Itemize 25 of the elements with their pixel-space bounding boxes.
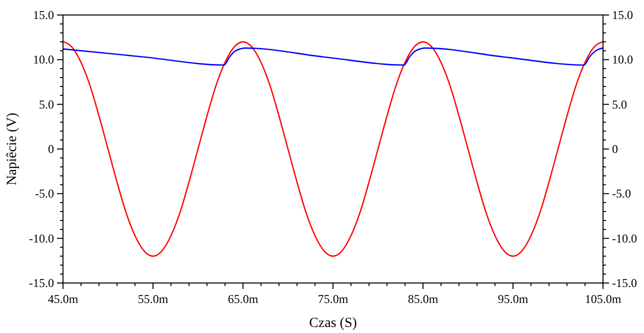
line-series: [62, 41, 604, 257]
y2-tick-label: -10.0: [612, 231, 637, 246]
y2-tick-label: -5.0: [612, 186, 631, 201]
y-tick-label: -5.0: [35, 186, 54, 201]
y-tick-label: 0: [48, 142, 54, 156]
y-axis-title: Napiêcie (V): [5, 112, 20, 186]
x-tick-label: 55.0m: [138, 292, 169, 306]
y-tick-label: 15.0: [33, 8, 54, 22]
x-tick-label: 85.0m: [408, 292, 439, 306]
y2-tick-label: -15.0: [612, 276, 637, 290]
x-axis-title: Czas (S): [309, 316, 358, 331]
y-tick-label: 10.0: [33, 52, 54, 67]
x-tick-label: 105.0m: [584, 292, 622, 306]
x-tick-label: 95.0m: [498, 292, 529, 306]
y2-tick-label: 15.0: [612, 8, 633, 22]
x-tick-label: 65.0m: [228, 292, 259, 306]
y-tick-label: -10.0: [29, 231, 54, 246]
x-tick-label: 75.0m: [318, 292, 349, 306]
line-series: [62, 47, 604, 66]
y2-tick-label: 5.0: [612, 97, 627, 112]
y2-tick-label: 0: [612, 142, 618, 156]
y2-tick-label: 10.0: [612, 52, 633, 67]
y-tick-label: 5.0: [39, 97, 54, 112]
y-tick-label: -15.0: [29, 276, 54, 290]
x-tick-label: 45.0m: [48, 292, 79, 306]
